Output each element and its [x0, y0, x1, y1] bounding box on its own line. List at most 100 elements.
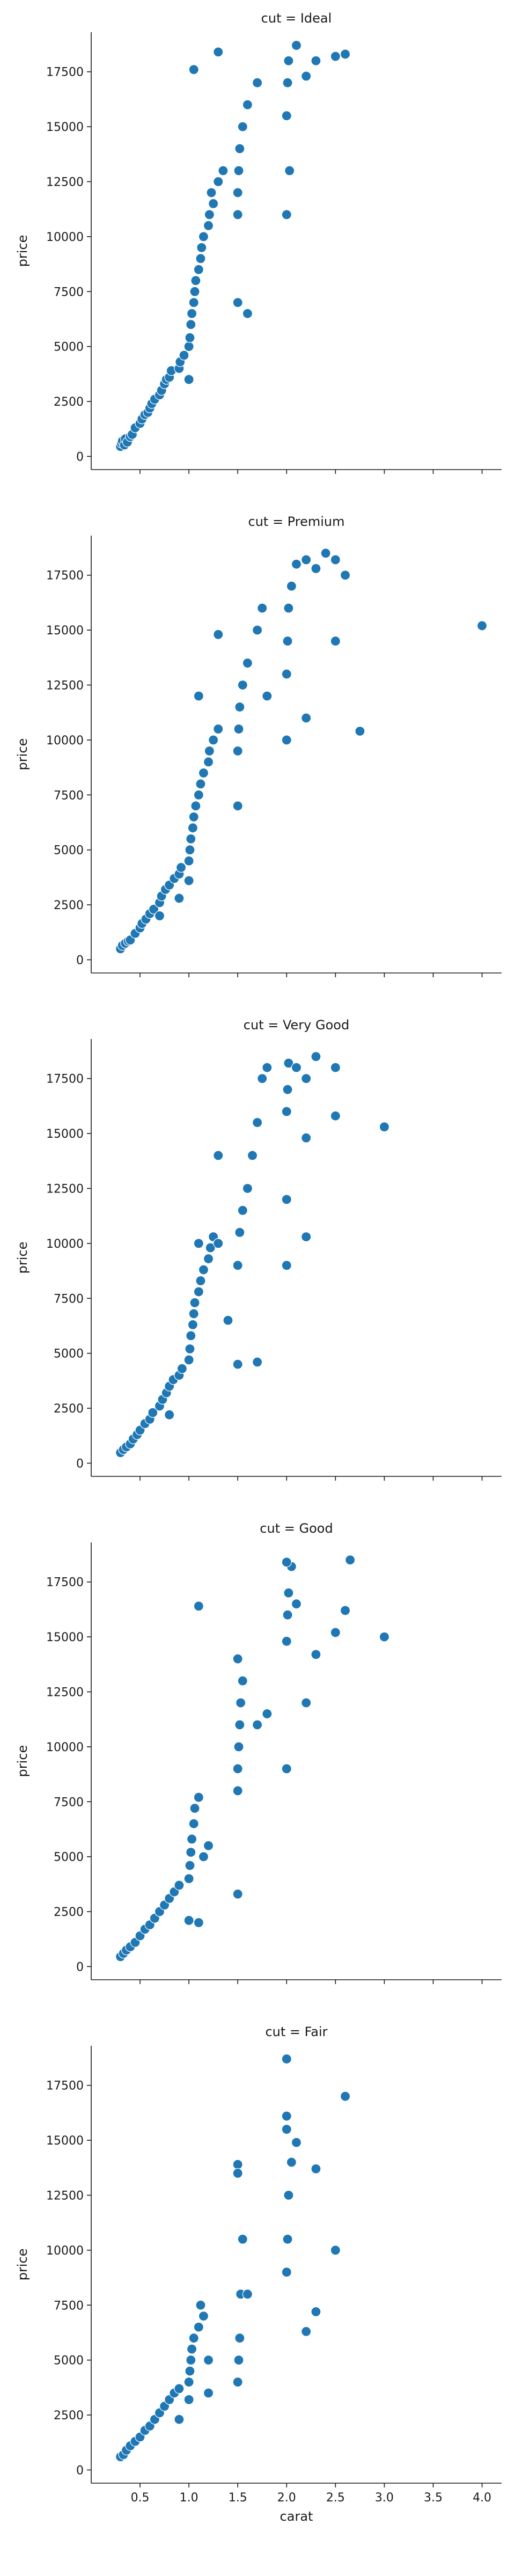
y-tick-label: 2500	[54, 2409, 84, 2423]
data-point	[174, 2414, 185, 2425]
data-point	[187, 1834, 197, 1845]
data-point	[257, 1073, 268, 1084]
data-point	[204, 745, 215, 756]
data-point	[311, 1649, 321, 1660]
data-point	[185, 845, 195, 855]
data-point	[236, 1697, 246, 1708]
data-point	[291, 40, 302, 51]
y-axis-label: price	[15, 1242, 30, 1274]
data-point	[340, 1605, 351, 1616]
x-tick-label: 3.5	[424, 2491, 443, 2505]
data-point	[233, 2355, 244, 2366]
data-point	[232, 187, 243, 198]
data-point	[187, 1319, 198, 1330]
data-point	[291, 2137, 302, 2148]
data-point	[232, 1763, 243, 1774]
data-point	[188, 811, 199, 822]
data-point	[232, 2159, 243, 2170]
data-point	[252, 77, 263, 88]
y-tick-label: 12500	[46, 1182, 84, 1196]
x-tick-label: 0.5	[131, 2491, 150, 2505]
data-point	[183, 341, 194, 352]
data-point	[193, 1238, 204, 1249]
data-point	[189, 286, 200, 297]
data-point	[281, 2053, 292, 2065]
data-point	[203, 220, 214, 231]
data-point	[237, 1675, 248, 1686]
data-point	[320, 548, 331, 559]
data-point	[247, 1150, 258, 1161]
y-tick-label: 7500	[54, 286, 84, 299]
y-tick-label: 15000	[46, 121, 84, 134]
data-point	[187, 2344, 197, 2354]
y-tick-label: 10000	[46, 1238, 84, 1251]
scatter-points	[115, 40, 351, 452]
data-point	[262, 1708, 273, 1719]
data-point	[476, 620, 488, 631]
data-point	[188, 297, 199, 308]
y-tick-label: 0	[76, 1960, 84, 1974]
data-point	[174, 893, 185, 904]
data-point	[281, 669, 292, 679]
y-tick-label: 10000	[46, 1741, 84, 1754]
data-point	[208, 735, 219, 745]
data-point	[233, 723, 244, 735]
data-point	[198, 1851, 209, 1862]
data-point	[185, 332, 195, 343]
data-point	[148, 1407, 158, 1418]
data-point	[190, 275, 201, 286]
y-tick-label: 17500	[46, 66, 84, 79]
data-point	[186, 2355, 196, 2366]
y-tick-label: 15000	[46, 1631, 84, 1644]
x-tick-label: 2.0	[277, 2491, 296, 2505]
data-point	[232, 1889, 243, 1899]
data-point	[183, 1915, 194, 1926]
data-point	[183, 1874, 194, 1884]
data-point	[340, 49, 351, 60]
data-point	[282, 635, 293, 647]
data-point	[174, 2383, 185, 2394]
data-point	[242, 308, 253, 319]
y-tick-label: 2500	[54, 899, 84, 912]
data-point	[330, 1627, 341, 1638]
data-point	[183, 2394, 194, 2405]
data-point	[189, 1297, 200, 1308]
scatter-points	[115, 1555, 390, 1962]
data-point	[203, 2355, 214, 2366]
data-point	[232, 1785, 243, 1796]
data-point	[282, 77, 293, 88]
data-point	[232, 1260, 243, 1271]
data-point	[281, 2267, 292, 2278]
y-tick-label: 2500	[54, 1906, 84, 1919]
x-tick-label: 1.0	[180, 2491, 198, 2505]
y-tick-label: 7500	[54, 2299, 84, 2312]
y-tick-label: 10000	[46, 734, 84, 748]
data-point	[223, 1315, 233, 1326]
data-point	[281, 735, 292, 745]
data-point	[213, 1238, 224, 1249]
data-point	[286, 2157, 297, 2168]
data-point	[148, 904, 159, 914]
data-point	[286, 581, 297, 591]
data-point	[330, 1062, 341, 1073]
data-point	[282, 2234, 293, 2245]
data-point	[281, 2111, 292, 2121]
data-point	[188, 1818, 199, 1829]
data-point	[193, 1792, 204, 1803]
y-axis-label: price	[15, 235, 30, 267]
data-point	[208, 198, 219, 209]
data-point	[198, 767, 209, 778]
data-point	[179, 350, 189, 361]
data-point	[193, 2322, 204, 2332]
data-point	[183, 855, 194, 866]
data-point	[189, 1803, 200, 1814]
data-point	[311, 2306, 321, 2317]
facet-title: cut = Fair	[265, 2024, 327, 2039]
data-point	[213, 1150, 224, 1161]
data-point	[206, 187, 217, 198]
data-point	[281, 1260, 292, 1271]
data-point	[291, 559, 302, 569]
x-axis-label: carat	[280, 2509, 313, 2524]
data-point	[203, 757, 214, 767]
data-point	[187, 823, 198, 833]
